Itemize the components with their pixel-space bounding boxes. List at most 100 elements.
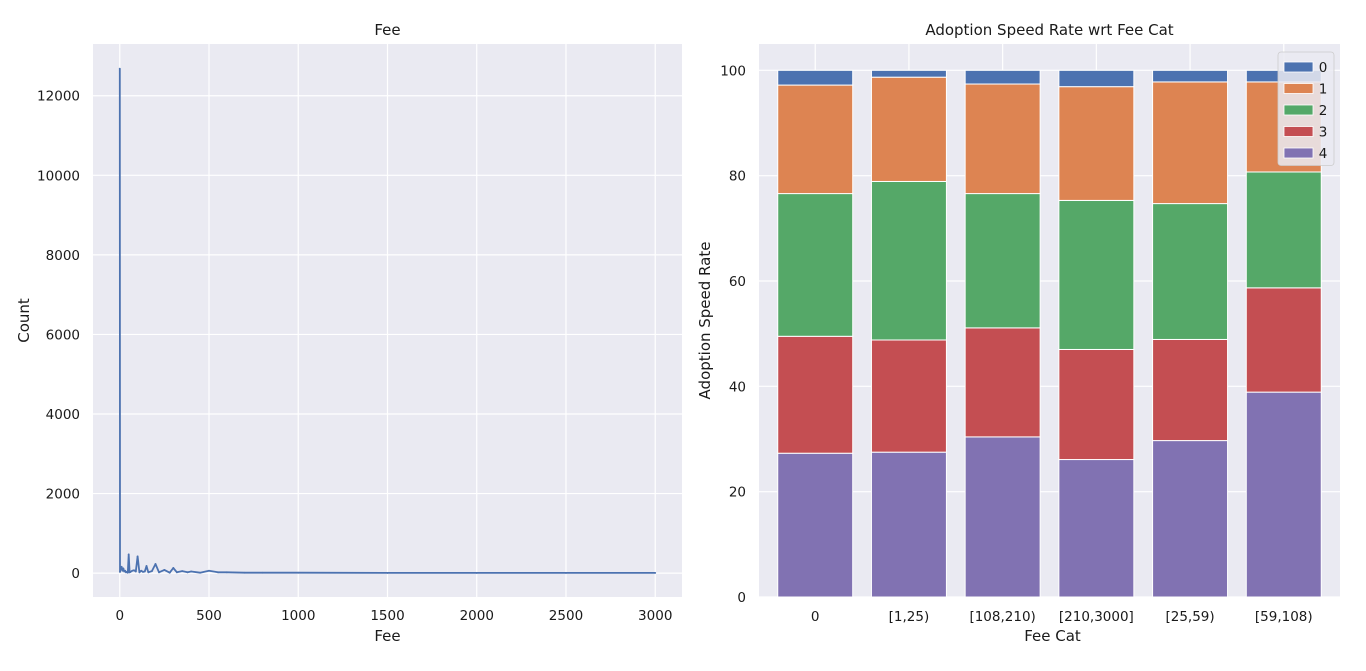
legend-label: 2: [1319, 103, 1328, 119]
bar-segment-3: [964, 327, 1041, 438]
y-tick-label: 20: [729, 485, 746, 501]
y-tick-label: 4000: [46, 407, 80, 423]
legend-swatch-0: [1283, 61, 1314, 73]
data-point: [142, 571, 144, 573]
x-tick-label: [210,3000]: [1059, 609, 1134, 625]
x-axis-label: Fee Cat: [1024, 627, 1081, 645]
data-point: [565, 572, 567, 574]
chart-title: Fee: [374, 21, 400, 39]
bar-segment-2: [964, 193, 1041, 329]
x-tick-label: 1000: [281, 608, 315, 624]
x-tick-label: 0: [811, 609, 820, 625]
data-point: [225, 571, 228, 574]
data-point: [163, 569, 166, 571]
bar-segment-1: [1058, 86, 1135, 201]
bar-segment-0: [964, 69, 1041, 85]
data-point: [140, 569, 143, 572]
data-point: [119, 567, 122, 570]
fee-cat-chart: 0 [1,25) [108,210) [210,3000] [25,59) [59,108…: [696, 21, 1340, 645]
x-tick-label: [108,210): [969, 609, 1035, 625]
data-point: [119, 571, 121, 573]
data-point: [127, 553, 130, 556]
legend: 0 1 2 3 4: [1277, 51, 1335, 166]
data-point: [297, 571, 300, 574]
bar-segment-3: [1245, 287, 1322, 393]
bar-segment-4: [1058, 459, 1135, 598]
bar-segment-3: [1058, 348, 1135, 461]
fee-count-points: [118, 67, 657, 574]
x-tick-label: [25,59): [1165, 609, 1214, 625]
data-point: [147, 571, 150, 574]
data-point: [199, 571, 201, 574]
data-point: [121, 569, 124, 572]
y-tick-label: 60: [729, 274, 746, 290]
y-tick-label: 12000: [37, 89, 80, 105]
data-point: [143, 570, 146, 573]
data-point: [172, 567, 175, 569]
bar-segment-1: [1152, 81, 1229, 205]
data-point: [208, 569, 210, 572]
bar-segment-3: [1152, 338, 1229, 442]
data-point: [133, 569, 135, 572]
data-point: [475, 572, 478, 574]
x-tick-label: 1500: [370, 608, 404, 624]
x-tick-label: [1,25): [889, 609, 930, 625]
plot-background: [759, 44, 1340, 597]
bar-segment-3: [870, 339, 947, 453]
legend-label: 4: [1319, 146, 1328, 162]
bar-segment-0: [777, 69, 854, 86]
bar-segment-0: [1058, 69, 1135, 88]
y-tick-label: 10000: [37, 168, 80, 184]
data-point: [243, 571, 246, 574]
legend-label: 3: [1319, 125, 1328, 141]
legend-swatch-4: [1283, 147, 1314, 159]
data-point: [186, 571, 189, 574]
legend-swatch-3: [1283, 126, 1314, 137]
bar-segment-1: [964, 83, 1041, 195]
x-tick-label: 3000: [638, 608, 672, 624]
bar-segment-4: [777, 452, 854, 598]
bar-segment-0: [870, 69, 947, 78]
bar-segment-4: [1245, 391, 1322, 598]
y-tick-label: 6000: [46, 327, 80, 343]
x-tick-label: 2500: [549, 608, 583, 624]
data-point: [136, 555, 139, 558]
y-tick-label: 0: [737, 590, 746, 606]
data-point: [124, 569, 127, 572]
bar-segment-1: [870, 76, 947, 182]
legend-label: 1: [1319, 82, 1328, 98]
bar-segment-3: [777, 335, 854, 454]
bar-segment-0: [1152, 69, 1229, 83]
legend-label: 0: [1319, 60, 1328, 76]
data-point: [118, 67, 121, 70]
bar-segment-1: [777, 84, 854, 195]
x-tick-label: 500: [196, 608, 222, 624]
data-point: [190, 570, 193, 573]
x-tick-label: 2000: [460, 608, 494, 624]
y-tick-label: 2000: [46, 487, 80, 503]
legend-swatch-2: [1283, 104, 1314, 116]
bar-segment-2: [1058, 199, 1135, 350]
data-point: [654, 572, 657, 574]
y-tick-label: 8000: [46, 248, 80, 264]
bar-segment-4: [964, 436, 1041, 598]
x-tick-label: [59,108): [1255, 609, 1313, 625]
bar-segment-4: [1152, 440, 1229, 598]
data-point: [154, 563, 157, 565]
bar-segment-4: [870, 451, 947, 598]
y-axis-label: Count: [15, 298, 33, 343]
data-point: [217, 571, 219, 574]
data-point: [131, 569, 134, 572]
fee-chart: 0 500 1000 1500 2000 2500 3000 0 2000 4000 6000 800…: [15, 21, 682, 645]
bar-segment-2: [1152, 203, 1229, 340]
data-point: [122, 567, 125, 570]
data-point: [145, 565, 148, 567]
y-axis-label: Adoption Speed Rate: [696, 242, 714, 400]
bar-segment-2: [870, 180, 947, 341]
chart-title: Adoption Speed Rate wrt Fee Cat: [925, 21, 1173, 39]
data-point: [151, 570, 153, 573]
x-axis-label: Fee: [374, 627, 400, 645]
y-tick-label: 40: [729, 379, 746, 395]
data-point: [158, 571, 160, 574]
